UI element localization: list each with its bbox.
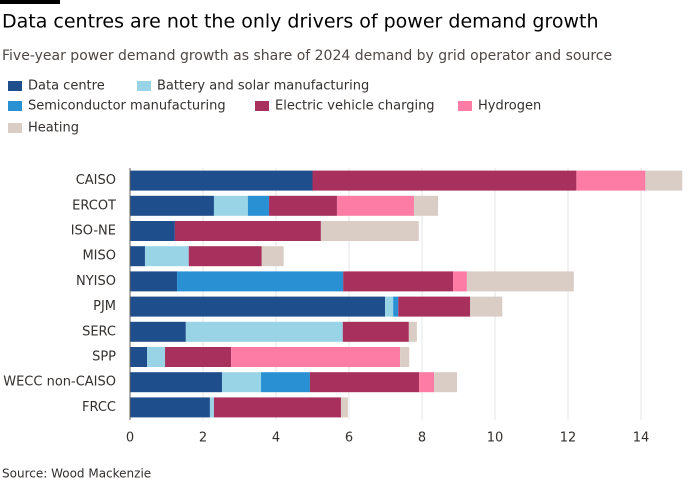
bar-segment [645, 170, 683, 191]
x-tick-label: 4 [272, 431, 280, 446]
bar-segment [188, 246, 262, 267]
legend-swatch [8, 81, 22, 91]
bar-segment [130, 195, 214, 216]
bar-segment [261, 372, 310, 393]
bar-segment [130, 170, 313, 191]
legend-label: Battery and solar manufacturing [157, 79, 369, 94]
bar-segment [336, 195, 414, 216]
bar-segment [247, 195, 270, 216]
legend-label: Semiconductor manufacturing [28, 99, 226, 114]
legend-swatch [137, 81, 151, 91]
bar-segment [312, 170, 577, 191]
bar-segment [419, 372, 435, 393]
y-tick-label: WECC non-CAISO [3, 375, 116, 390]
bar-segment [130, 296, 386, 317]
bar-segment [400, 347, 410, 367]
y-tick-label: SERC [82, 324, 116, 339]
bar-segment [130, 347, 148, 367]
y-tick-label: CAISO [76, 173, 116, 188]
bar-segment [453, 271, 467, 292]
legend-label: Electric vehicle charging [275, 99, 435, 114]
bar-segment [470, 296, 503, 317]
y-tick-label: NYISO [76, 274, 116, 289]
bar-segment [269, 195, 337, 216]
bar-segment [576, 170, 646, 191]
bar-segment [130, 397, 210, 418]
legend-label: Data centre [28, 79, 105, 94]
x-tick-label: 0 [126, 431, 134, 446]
y-tick-label: MISO [82, 249, 116, 264]
legend-swatch [8, 123, 22, 133]
chart-title: Data centres are not the only drivers of… [2, 11, 599, 33]
bar-segment [213, 195, 248, 216]
bar-segment [466, 271, 574, 292]
bar-segment [144, 246, 189, 267]
bar-segment [177, 271, 344, 292]
x-tick-label: 8 [418, 431, 426, 446]
x-tick-label: 10 [487, 431, 504, 446]
y-tick-label: ISO-NE [71, 224, 116, 239]
bar-segment [130, 321, 186, 342]
bar-segment [393, 296, 399, 317]
bar-segment [231, 347, 401, 367]
y-tick-label: SPP [92, 350, 116, 365]
bar-segment [408, 321, 417, 342]
bar-segment [130, 271, 178, 292]
bar-segment [342, 321, 409, 342]
bar-segment [147, 347, 166, 367]
bar-segment [130, 372, 222, 393]
bar-segment [174, 221, 321, 241]
y-tick-label: FRCC [82, 400, 116, 415]
y-tick-label: PJM [93, 299, 116, 314]
bar-segment [209, 397, 214, 418]
bar-segment [309, 372, 420, 393]
x-tick-label: 14 [633, 431, 650, 446]
bar-segment [340, 397, 348, 418]
bar-segment [185, 321, 343, 342]
x-tick-label: 2 [199, 431, 207, 446]
bar-segment [320, 221, 419, 241]
bar-segment [130, 221, 175, 241]
bar-segment [343, 271, 454, 292]
legend-label: Heating [28, 121, 79, 136]
legend-swatch [458, 101, 472, 111]
bar-segment [434, 372, 458, 393]
x-tick-label: 6 [345, 431, 353, 446]
source: Source: Wood Mackenzie [2, 467, 151, 481]
chart-subtitle: Five-year power demand growth as share o… [2, 48, 612, 64]
legend-label: Hydrogen [478, 99, 541, 114]
bar-segment [398, 296, 471, 317]
bar-segment [385, 296, 394, 317]
bar-segment [413, 195, 439, 216]
y-tick-label: ERCOT [72, 198, 116, 213]
bar-segment [130, 246, 145, 267]
bar-segment [261, 246, 284, 267]
bar-segment [165, 347, 232, 367]
legend-swatch [8, 101, 22, 111]
bar-segment [221, 372, 262, 393]
x-tick-label: 12 [560, 431, 577, 446]
bar-segment [213, 397, 341, 418]
brand-bar [0, 0, 60, 4]
legend-swatch [255, 101, 269, 111]
